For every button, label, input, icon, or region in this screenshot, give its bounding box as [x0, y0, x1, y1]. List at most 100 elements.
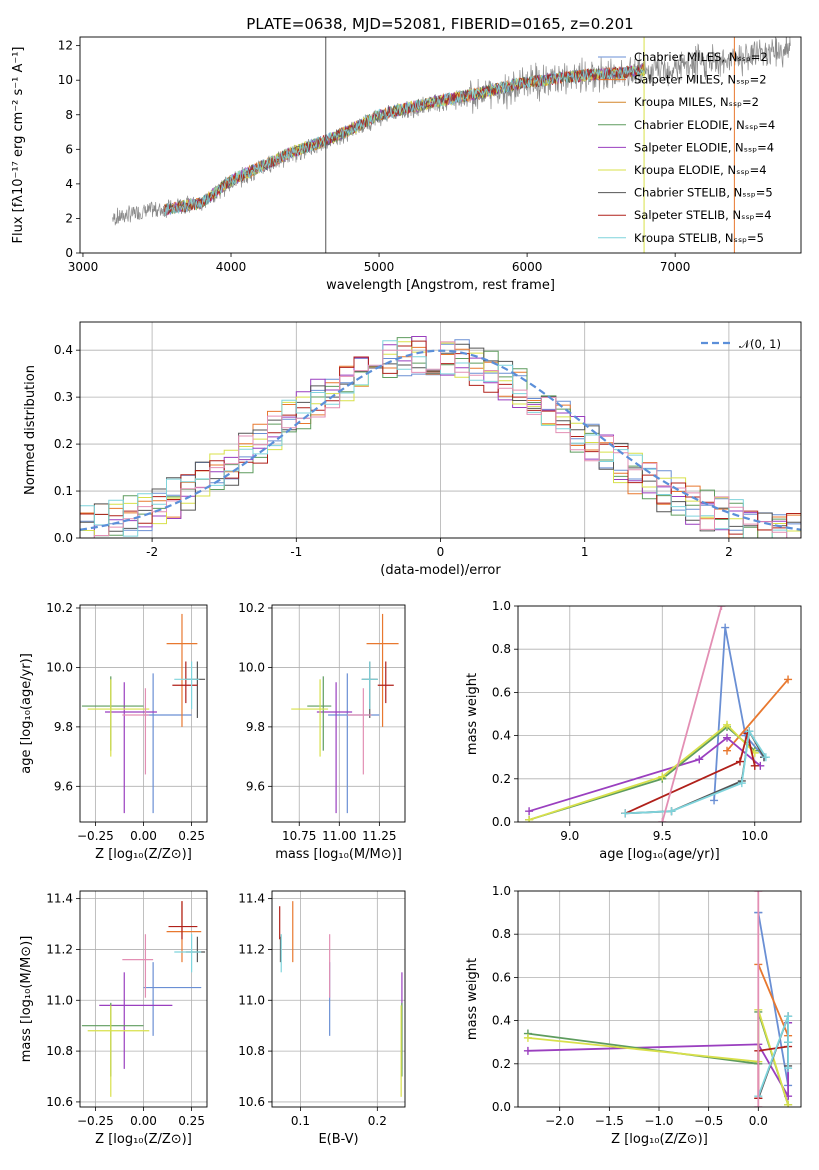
z-weight-plot-area: [523, 891, 793, 1107]
residuals-tick-label-y: 0.2: [54, 437, 73, 451]
z-weight-marker-7: [784, 1012, 793, 1021]
ebv-mass-tick-label-x: 0.2: [368, 1114, 387, 1128]
spectrum-tick-label-x: 4000: [216, 260, 247, 274]
age-weight-tick-label-y: 0.0: [492, 815, 511, 829]
residuals-tick-label-x: 1: [581, 545, 589, 559]
z-weight-tick-label-y: 0.8: [492, 927, 511, 941]
z-weight-tick-label-y: 0.6: [492, 970, 511, 984]
z-weight-tick-label-x: −0.5: [694, 1114, 723, 1128]
ebv-mass-tick-label-y: 11.2: [238, 942, 265, 956]
age-weight-marker-7: [761, 753, 770, 762]
z-weight-series-7: [757, 1015, 789, 1097]
z-weight-tick-label-x: −2.0: [545, 1114, 574, 1128]
residuals-frame: [79, 321, 802, 539]
ebv-mass-tick-label-y: 11.0: [238, 993, 265, 1007]
age-weight-marker-2: [695, 755, 704, 764]
z-weight-marker-8: [754, 1103, 763, 1107]
age-weight-series-0: [713, 627, 765, 801]
residual-histogram-8: [80, 341, 801, 538]
z-weight-panel: −2.0 −1.5 −1.0 −0.5 0.0 0.0 0.2 0.4 0.6 0.8 1.0 Z […: [465, 884, 802, 1147]
z-weight-marker-7: [784, 1038, 793, 1047]
spectrum-tick-label-x: 5000: [364, 260, 395, 274]
mass-age-plot-area: [291, 613, 399, 814]
ebv-mass-tick-label-y: 11.4: [238, 892, 265, 906]
z-weight-tick-label-x: −1.0: [644, 1114, 673, 1128]
age-weight-marker-7: [667, 807, 676, 816]
gaussian-curve: [80, 349, 801, 531]
age-weight-series-6: [624, 733, 756, 815]
age-weight-marker-4: [658, 772, 667, 781]
age-weight-marker-4: [525, 815, 534, 822]
residuals-tick-label-x: -1: [290, 545, 302, 559]
z-weight-tick-label-y: 0.0: [492, 1100, 511, 1114]
z-age-ylabel: age [log₁₀(age/yr)]: [19, 653, 34, 774]
z-mass-panel: −0.25 0.00 0.25 10.6 10.8 11.0 11.2 11.4 Z [log₁…: [19, 890, 208, 1147]
z-age-panel: −0.25 0.00 0.25 9.6 9.8 10.0 10.2 Z [log₁₀(Z/Z⊙…: [19, 601, 208, 862]
legend-label-0: Chabrier MILES, Nₛₛₚ=2: [634, 50, 768, 64]
residuals-tick-label-x: 2: [725, 545, 733, 559]
z-weight-xlabel: Z [log₁₀(Z/Z⊙)]: [611, 1132, 708, 1147]
residuals-tick-label-y: 0.3: [54, 390, 73, 404]
z-weight-marker-4: [523, 1033, 532, 1042]
z-age-tick-label-x: 0.00: [130, 829, 157, 843]
z-mass-tick-label-x: −0.25: [77, 1114, 114, 1128]
model-spectrum-7: [164, 63, 646, 216]
ebv-mass-frame: [271, 890, 406, 1108]
spectrum-xlabel: wavelength [Angstrom, rest frame]: [326, 278, 555, 293]
spectrum-frame: [79, 36, 802, 254]
ebv-mass-background: [272, 891, 405, 1107]
z-weight-frame: [517, 890, 802, 1108]
age-weight-marker-6: [750, 761, 759, 770]
z-mass-tick-label-y: 11.0: [46, 993, 73, 1007]
legend-label-3: Chabrier ELODIE, Nₛₛₚ=4: [634, 118, 775, 132]
spectrum-tick-label-y: 12: [58, 39, 73, 53]
age-weight-frame: [517, 605, 802, 823]
age-weight-tick-label-y: 0.8: [492, 642, 511, 656]
age-weight-tick-label-y: 0.4: [492, 729, 511, 743]
z-age-tick-label-x: −0.25: [77, 829, 114, 843]
age-weight-tick-label-y: 0.6: [492, 685, 511, 699]
age-weight-series-1: [726, 678, 789, 752]
z-weight-tick-label-x: −1.5: [595, 1114, 624, 1128]
mass-age-tick-label-x: 11.00: [322, 829, 356, 843]
age-weight-marker-7: [621, 809, 630, 818]
spectrum-tick-label-x: 7000: [660, 260, 691, 274]
residuals-xlabel: (data-model)/error: [380, 563, 501, 578]
z-age-plot-area: [81, 613, 206, 814]
age-weight-marker-2: [525, 807, 534, 816]
age-weight-panel: 9.0 9.5 10.0 0.0 0.2 0.4 0.6 0.8 1.0 age [log₁₀(a…: [465, 599, 802, 862]
z-weight-marker-2: [523, 1046, 532, 1055]
mass-age-panel: 10.75 11.00 11.25 9.6 9.8 10.0 10.2 mass [log₁₀…: [238, 601, 406, 862]
z-mass-ylabel: mass [log₁₀(M/M⊙)]: [19, 936, 34, 1063]
z-weight-tick-label-y: 0.4: [492, 1014, 511, 1028]
residuals-tick-label-y: 0.0: [54, 531, 73, 545]
ebv-mass-panel: 0.1 0.2 10.6 10.8 11.0 11.2 11.4 E(B-V): [238, 890, 406, 1147]
z-age-xlabel: Z [log₁₀(Z/Z⊙)]: [95, 847, 192, 862]
z-weight-ylabel: mass weight: [465, 958, 480, 1040]
age-weight-marker-8: [717, 606, 726, 610]
spectrum-tick-label-y: 6: [65, 142, 73, 156]
residuals-tick-label-y: 0.1: [54, 484, 73, 498]
age-weight-marker-7: [745, 727, 754, 736]
z-mass-tick-label-y: 11.2: [46, 942, 73, 956]
z-weight-background: [518, 891, 801, 1107]
age-weight-marker-4: [723, 720, 732, 729]
age-weight-series-2: [528, 736, 761, 813]
age-weight-tick-label-x: 9.0: [560, 829, 579, 843]
ebv-mass-plot-area: [279, 901, 403, 1097]
ebv-mass-tick-label-x: 0.1: [291, 1114, 310, 1128]
z-age-tick-label-x: 0.25: [178, 829, 205, 843]
z-mass-tick-label-y: 10.6: [46, 1095, 73, 1109]
mass-age-tick-label-y: 9.8: [246, 720, 265, 734]
age-weight-tick-label-x: 9.5: [653, 829, 672, 843]
model-spectrum-8: [164, 65, 646, 216]
gaussian-legend-label: 𝒩(0, 1): [739, 337, 781, 351]
age-weight-marker-0: [721, 623, 730, 632]
spectrum-panel: 3000 4000 5000 6000 7000 0 2 4 6 8 10 12 wavelength …: [11, 36, 802, 293]
z-mass-plot-area: [81, 901, 206, 1097]
age-weight-marker-6: [735, 757, 744, 766]
spectrum-tick-label-y: 4: [65, 177, 73, 191]
z-mass-tick-label-y: 11.4: [46, 892, 73, 906]
mass-age-xlabel: mass [log₁₀(M/M⊙)]: [275, 847, 402, 862]
